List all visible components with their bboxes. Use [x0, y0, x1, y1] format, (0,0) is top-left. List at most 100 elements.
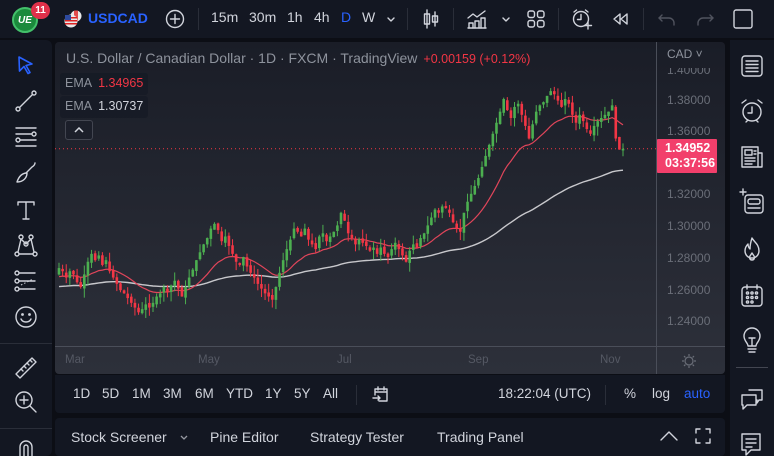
auto-toggle[interactable]: auto	[684, 386, 711, 401]
range-1m[interactable]: 1M	[132, 386, 151, 401]
interval-1h[interactable]: 1h	[287, 9, 303, 25]
candle	[574, 111, 578, 131]
interval-d[interactable]: D	[341, 9, 352, 25]
indicators-icon[interactable]	[466, 8, 488, 30]
private-chats-icon[interactable]	[738, 430, 766, 456]
candle	[238, 262, 242, 267]
candle	[618, 136, 621, 150]
interval-dropdown-icon[interactable]	[385, 8, 397, 30]
range-ytd[interactable]: YTD	[226, 386, 253, 401]
candle	[549, 88, 552, 96]
candle	[567, 97, 571, 108]
range-5d[interactable]: 5D	[102, 386, 120, 401]
candle	[538, 104, 542, 116]
hotlists-icon[interactable]	[738, 235, 766, 263]
ideas-icon[interactable]	[738, 327, 766, 355]
go-to-date-icon[interactable]	[371, 384, 391, 404]
candle	[133, 298, 137, 316]
alerts-icon[interactable]	[738, 97, 766, 125]
candle	[386, 252, 390, 264]
last-price-tag: 1.34952 03:37:56	[657, 139, 717, 173]
candle	[216, 222, 220, 234]
candle	[354, 236, 357, 252]
currency-selector[interactable]: CAD ˅	[667, 47, 703, 61]
data-window-icon[interactable]	[738, 188, 766, 216]
range-3m[interactable]: 3M	[163, 386, 182, 401]
zoom-in-icon[interactable]	[13, 389, 39, 415]
settings-gear-icon[interactable]	[681, 353, 697, 369]
fullscreen-square-icon[interactable]	[732, 8, 754, 30]
interval-15m[interactable]: 15m	[211, 9, 239, 25]
pattern-icon[interactable]	[13, 232, 39, 258]
cursor-icon[interactable]	[13, 53, 39, 79]
percent-toggle[interactable]: %	[624, 386, 637, 401]
maximize-panel-icon[interactable]	[693, 426, 713, 446]
tab-label: Stock Screener	[71, 429, 167, 445]
replay-icon[interactable]	[609, 8, 631, 30]
ema-slow-label: EMA	[65, 99, 93, 113]
candles-icon[interactable]	[420, 8, 442, 30]
candle	[289, 236, 292, 255]
price-axis[interactable]: CAD ˅ 1.40000 1.38000 1.36000 1.32000 1.…	[656, 42, 725, 346]
candle	[90, 249, 93, 268]
range-6m[interactable]: 6M	[195, 386, 214, 401]
tab-strategy-tester[interactable]: Strategy Tester	[310, 429, 404, 445]
candle	[260, 274, 263, 298]
candle	[234, 253, 238, 271]
candle	[202, 243, 205, 255]
interval-30m[interactable]: 30m	[249, 9, 277, 25]
candle	[263, 284, 267, 301]
candle	[495, 117, 498, 143]
candle	[184, 280, 187, 305]
watchlist-icon[interactable]	[738, 52, 766, 80]
tab-pine-editor[interactable]: Pine Editor	[210, 429, 279, 445]
ema-fast-legend[interactable]: EMA 1.34965	[60, 73, 149, 95]
ema-slow-legend[interactable]: EMA 1.30737	[60, 96, 149, 118]
chats-icon[interactable]	[738, 385, 766, 413]
alert-icon[interactable]	[571, 8, 593, 30]
candle	[122, 289, 126, 294]
emoji-icon[interactable]	[13, 304, 39, 330]
calendar-icon[interactable]	[738, 282, 766, 310]
candle	[267, 283, 270, 302]
news-icon[interactable]	[738, 143, 766, 171]
utc-clock[interactable]: 18:22:04 (UTC)	[498, 386, 592, 401]
candle	[158, 289, 162, 304]
price-chart[interactable]	[55, 42, 656, 346]
notification-badge: 11	[31, 2, 50, 19]
range-all[interactable]: All	[323, 386, 339, 401]
magnet-icon[interactable]	[13, 436, 39, 456]
interval-4h[interactable]: 4h	[314, 9, 330, 25]
trendline-icon[interactable]	[13, 88, 39, 114]
interval-w[interactable]: W	[362, 9, 376, 25]
time-axis[interactable]: Mar May Jul Sep Nov	[55, 346, 725, 374]
chevron-up-icon[interactable]	[658, 429, 680, 443]
fib-retracement-icon[interactable]	[13, 123, 39, 149]
candle	[271, 288, 274, 308]
tab-stock-screener[interactable]: Stock Screener	[71, 429, 189, 445]
prediction-icon[interactable]	[13, 268, 39, 294]
symbol-search-button[interactable]: USDCAD	[88, 10, 148, 26]
layout-icon[interactable]	[525, 8, 547, 30]
candle	[278, 266, 281, 291]
brush-icon[interactable]	[13, 160, 39, 186]
candle	[560, 92, 563, 108]
chart-panel[interactable]: U.S. Dollar / Canadian Dollar · 1D · FXC…	[55, 42, 725, 374]
log-toggle[interactable]: log	[652, 386, 671, 401]
range-5y[interactable]: 5Y	[294, 386, 311, 401]
candle	[93, 250, 97, 262]
candle	[249, 260, 252, 277]
candle	[375, 244, 379, 257]
ruler-icon[interactable]	[13, 355, 39, 381]
undo-icon[interactable]	[656, 8, 678, 30]
redo-icon[interactable]	[694, 8, 716, 30]
tab-trading-panel[interactable]: Trading Panel	[437, 429, 524, 445]
indicators-dropdown-icon[interactable]	[500, 8, 512, 30]
time-tick: Mar	[65, 354, 85, 366]
text-icon[interactable]	[13, 197, 39, 223]
candle	[444, 201, 448, 209]
add-symbol-icon[interactable]	[164, 8, 186, 30]
legend-collapse-button[interactable]	[65, 120, 93, 140]
range-1d[interactable]: 1D	[73, 386, 91, 401]
range-1y[interactable]: 1Y	[265, 386, 282, 401]
